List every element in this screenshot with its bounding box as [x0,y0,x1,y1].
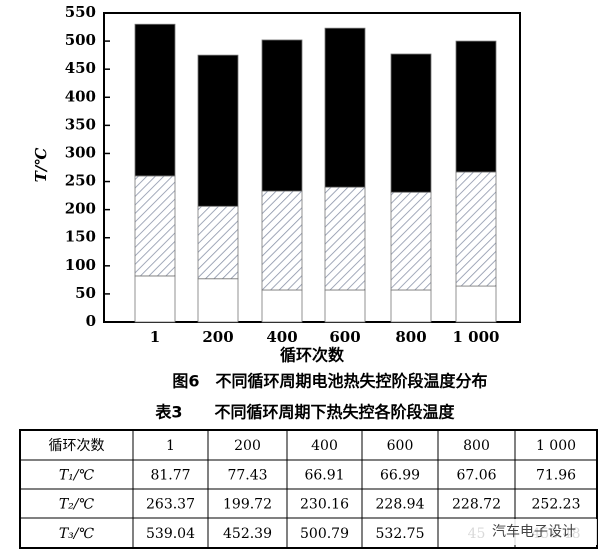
table-cell: 1 000 [536,438,576,454]
y-tick-label: 250 [65,172,96,190]
table-cell: 66.99 [380,468,420,484]
bar-segment [261,39,303,192]
bar-segment [134,175,176,277]
table-cell: 77.43 [227,468,267,484]
bar-segment [455,171,497,287]
y-tick-label: 400 [65,87,96,105]
table-cell: 539.04 [146,526,195,542]
y-tick-label: 500 [65,31,96,49]
bar-segment [197,205,239,280]
table-cell: 600 [387,438,414,454]
bar-segment [197,54,239,207]
y-tick-label: 450 [65,59,96,77]
table-cell: 452.39 [223,526,272,542]
x-axis-label: 循环次数 [280,346,345,365]
table-cell: 1 [166,438,175,454]
y-tick-label: 200 [65,200,96,218]
watermark-bg [468,519,597,545]
table-cell: T₁/℃ [59,468,95,484]
table-cell: 800 [463,438,490,454]
x-tick-label: 600 [329,328,360,346]
plot-frame [103,12,521,323]
bar-segment [324,186,366,291]
x-tick-label: 1 000 [453,328,500,346]
table-cell: 200 [234,438,261,454]
bar-segment [324,27,366,188]
y-tick-label: 100 [65,256,96,274]
bar-segment [324,289,366,323]
x-tick-label: 1 [150,328,160,346]
bar-segment [455,40,497,173]
x-tick-label: 200 [202,328,233,346]
table-cell: 71.96 [536,468,576,484]
x-tick-label: 800 [395,328,426,346]
chart-caption: 图6 不同循环周期电池热失控阶段温度分布 [172,372,487,391]
table-cell: 500.79 [300,526,349,542]
y-tick-label: 350 [65,115,96,133]
table-cell: 532.75 [376,526,425,542]
bar-segment [390,191,432,291]
bar-segment [390,289,432,323]
table-caption: 表3 不同循环周期下热失控各阶段温度 [154,403,455,422]
x-tick-label: 400 [266,328,297,346]
table-cell: 228.72 [452,497,501,513]
bar-segment [261,190,303,291]
bar-segment [197,278,239,323]
table-cell: 66.91 [304,468,344,484]
watermark: 汽车电子设计 [492,523,576,540]
table-cell: 81.77 [150,468,190,484]
y-tick-label: 150 [65,228,96,246]
bar-segment [261,289,303,323]
table-cell: 循环次数 [49,438,105,454]
y-tick-label: 50 [75,284,96,302]
y-tick-label: 0 [86,312,96,330]
bar-segment [390,53,432,193]
bar-segment [455,285,497,323]
table-cell: 228.94 [376,497,425,513]
table-cell: T₂/℃ [59,497,95,513]
table-cell: 263.37 [146,497,195,513]
y-tick-label: 550 [65,3,96,21]
y-axis-label: T/℃ [32,148,50,183]
table-cell: 252.23 [532,497,581,513]
table-cell: 199.72 [223,497,272,513]
bar-segment [134,23,176,177]
bar-segment [134,275,176,323]
table-cell: 400 [311,438,338,454]
table-cell: T₃/℃ [59,526,95,542]
table-cell: 67.06 [456,468,496,484]
table-cell: 230.16 [300,497,349,513]
y-tick-label: 300 [65,143,96,161]
